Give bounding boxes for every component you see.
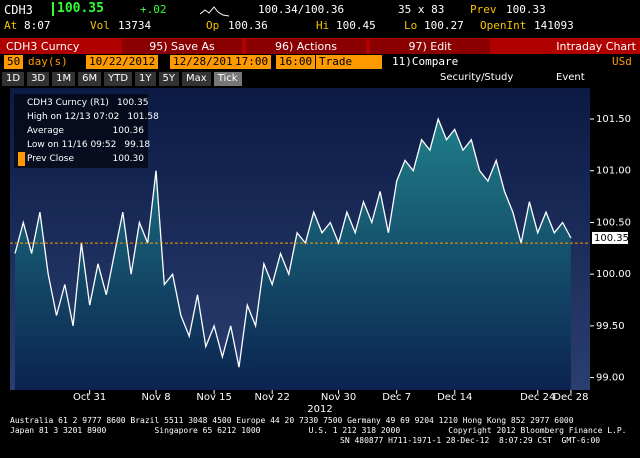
- x-tick-label: Dec 28: [553, 392, 588, 403]
- start-time[interactable]: 17:00: [232, 55, 272, 69]
- legend-value: 99.18: [124, 140, 151, 150]
- range-button[interactable]: Tick: [213, 72, 242, 86]
- security-study[interactable]: Security/Study: [440, 72, 514, 83]
- compare[interactable]: 11)Compare: [392, 55, 459, 68]
- period[interactable]: 50: [4, 55, 24, 69]
- legend: CDH3 Curncy (R1) 100.35 High on 12/13 07:0…: [14, 94, 159, 168]
- legend-value: 100.30: [112, 154, 145, 164]
- range-button[interactable]: 6M: [78, 72, 102, 86]
- legend-value: 100.36: [112, 126, 145, 136]
- lo-label: Lo: [404, 19, 418, 32]
- y-tick-label: 101.50: [596, 114, 631, 125]
- security-field[interactable]: CDH3 Curncy: [2, 39, 120, 54]
- x-tick-label: Dec 14: [437, 392, 472, 403]
- view-title: Intraday Chart: [494, 39, 636, 54]
- legend-label: Low on 11/16 09:52: [27, 140, 117, 150]
- event[interactable]: Event: [556, 72, 585, 83]
- hi-label: Hi: [316, 19, 330, 32]
- y-tick-label: 101.00: [596, 166, 631, 177]
- prev: 100.33: [506, 3, 546, 16]
- prev-label: Prev: [470, 3, 497, 16]
- vol: 13734: [118, 19, 152, 32]
- legend-label: Prev Close: [18, 152, 74, 166]
- range-button[interactable]: 3D: [27, 72, 50, 86]
- range-button[interactable]: 1M: [52, 72, 76, 86]
- legend-value: 100.35: [116, 98, 149, 108]
- last-tag-label: 100.35: [594, 233, 629, 244]
- size: 35 x 83: [398, 3, 445, 16]
- toolbar-button[interactable]: 96) Actions: [246, 39, 366, 54]
- range-button[interactable]: 5Y: [158, 72, 180, 86]
- range-button[interactable]: Max: [182, 72, 211, 86]
- bid-ask: 100.34/100.36: [258, 3, 345, 16]
- oi: 141093: [534, 19, 574, 32]
- toolbar-button[interactable]: 97) Edit: [370, 39, 490, 54]
- time: 8:07: [24, 19, 51, 32]
- footer-line: SN 480877 H711-1971-1 28-Dec-12 8:07:29 …: [340, 436, 601, 445]
- y-tick-label: 100.00: [596, 269, 631, 280]
- op-label: Op: [206, 19, 220, 32]
- legend-row: CDH3 Curncy (R1) 100.35: [18, 96, 148, 110]
- year-label: 2012: [307, 404, 332, 415]
- x-tick-label: Dec 24: [520, 392, 555, 403]
- toolbar-button[interactable]: 95) Save As: [122, 39, 242, 54]
- legend-row: Prev Close 100.30: [18, 152, 144, 166]
- end-time[interactable]: 16:00: [276, 55, 316, 69]
- sparkline-icon: [200, 6, 230, 17]
- range-bar: 1D 3D 1M 6M YTD 1Y 5Y Max Tick: [2, 71, 245, 86]
- currency: USd: [612, 55, 632, 68]
- legend-row: Average 100.36: [18, 124, 144, 138]
- x-tick-label: Dec 7: [382, 392, 411, 403]
- low: 100.27: [424, 19, 464, 32]
- ticker: CDH3: [4, 3, 33, 17]
- open: 100.36: [228, 19, 268, 32]
- footer-line: Australia 61 2 9777 8600 Brazil 5511 304…: [10, 416, 574, 425]
- legend-label: CDH3 Curncy (R1): [27, 98, 109, 108]
- end-date[interactable]: 12/28/2012: [170, 55, 243, 69]
- oi-label: OpenInt: [480, 19, 527, 32]
- x-tick-label: Nov 15: [196, 392, 231, 403]
- change: +.02: [140, 3, 167, 16]
- legend-row: Low on 11/16 09:52 99.18: [18, 138, 150, 152]
- start-date[interactable]: 10/22/2012: [86, 55, 159, 69]
- last-tag: [592, 231, 628, 244]
- vol-label: Vol: [90, 19, 110, 32]
- price-line: [14, 116, 572, 368]
- y-tick-label: 100.50: [596, 217, 631, 228]
- y-tick-label: 99.50: [596, 321, 625, 332]
- last: 100.35: [52, 2, 104, 16]
- x-tick-label: Nov 8: [142, 392, 171, 403]
- legend-row: High on 12/13 07:02 101.58: [18, 110, 159, 124]
- range-button[interactable]: 1Y: [135, 72, 156, 86]
- high: 100.45: [336, 19, 376, 32]
- at-label: At: [4, 19, 18, 32]
- x-tick-label: Nov 22: [254, 392, 289, 403]
- field[interactable]: Trade: [316, 55, 382, 69]
- y-tick-label: 99.00: [596, 373, 625, 384]
- x-tick-label: Oct 31: [73, 392, 106, 403]
- legend-label: Average: [27, 126, 64, 136]
- x-tick-label: Nov 30: [321, 392, 356, 403]
- range-button[interactable]: YTD: [104, 72, 133, 86]
- legend-value: 101.58: [127, 112, 159, 122]
- range-button[interactable]: 1D: [2, 72, 25, 86]
- period-unit: day(s): [28, 55, 68, 68]
- footer-line: Japan 81 3 3201 8900 Singapore 65 6212 1…: [10, 426, 627, 435]
- legend-label: High on 12/13 07:02: [27, 112, 120, 122]
